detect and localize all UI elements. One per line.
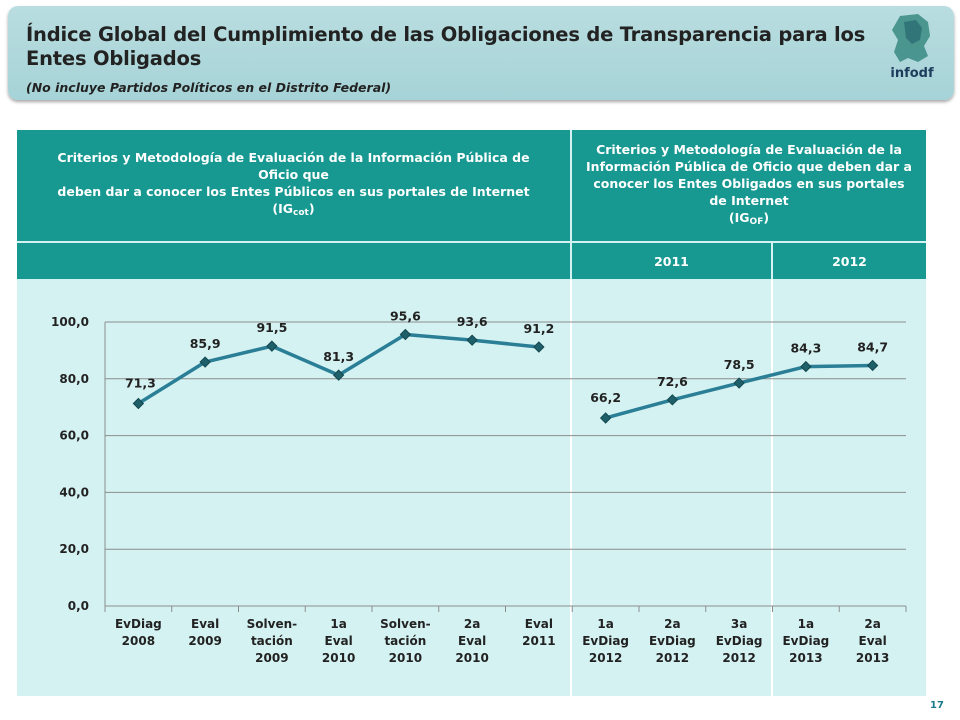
data-point bbox=[132, 397, 145, 410]
data-label: 85,9 bbox=[190, 336, 221, 351]
data-point bbox=[599, 412, 612, 424]
data-label: 71,3 bbox=[125, 376, 156, 391]
data-label: 84,3 bbox=[790, 341, 821, 356]
page-title: Índice Global del Cumplimiento de las Ob… bbox=[26, 23, 866, 70]
data-point bbox=[266, 340, 278, 352]
x-tick-label: EvDiag 2008 bbox=[115, 617, 162, 648]
x-tick-label: 2a Eval 2010 bbox=[455, 617, 488, 665]
data-label: 84,7 bbox=[857, 339, 888, 354]
infodf-logo-icon bbox=[892, 14, 930, 62]
x-tick-label: 2a Eval 2013 bbox=[856, 617, 889, 665]
y-tick-label: 0,0 bbox=[68, 599, 89, 613]
x-tick-label: Eval 2011 bbox=[522, 617, 555, 648]
title-banner: Índice Global del Cumplimiento de las Ob… bbox=[8, 6, 954, 100]
series-line bbox=[605, 363, 873, 420]
x-tick-label: Eval 2009 bbox=[188, 617, 221, 648]
y-tick-label: 100,0 bbox=[51, 315, 89, 329]
x-tick-label: 1a Eval 2010 bbox=[322, 617, 355, 665]
x-tick-label: 2a EvDiag 2012 bbox=[649, 617, 696, 665]
left-header-line2: deben dar a conocer los Entes Públicos e… bbox=[57, 184, 530, 199]
y-tick-label: 20,0 bbox=[59, 542, 89, 556]
data-point bbox=[533, 341, 545, 353]
x-tick-label: 1a EvDiag 2012 bbox=[582, 617, 629, 665]
data-label: 95,6 bbox=[390, 308, 421, 323]
data-point bbox=[466, 334, 478, 346]
x-tick-label: Solven-tación 2009 bbox=[247, 617, 298, 665]
data-point bbox=[332, 369, 345, 381]
right-column-header: Criterios y Metodología de Evaluación de… bbox=[572, 130, 926, 241]
x-tick-label: 3a EvDiag 2012 bbox=[716, 617, 763, 665]
year-header-2011: 2011 bbox=[572, 243, 771, 279]
year-header-2012: 2012 bbox=[773, 243, 926, 279]
right-header-text: Criterios y Metodología de Evaluación de… bbox=[586, 141, 912, 208]
y-tick-label: 60,0 bbox=[59, 429, 89, 443]
y-tick-label: 80,0 bbox=[59, 372, 89, 386]
x-tick-label: Solven-tación 2010 bbox=[380, 617, 431, 665]
data-label: 81,3 bbox=[323, 349, 354, 364]
data-point bbox=[733, 377, 745, 389]
data-point bbox=[666, 394, 679, 406]
left-subheader-blank bbox=[17, 243, 570, 279]
left-column-header: Criterios y Metodología de Evaluación de… bbox=[17, 130, 570, 241]
page-subtitle: (No incluye Partidos Políticos en el Dis… bbox=[26, 80, 392, 95]
left-header-line1: Criterios y Metodología de Evaluación de… bbox=[57, 150, 530, 182]
data-label: 91,2 bbox=[523, 321, 554, 336]
data-label: 93,6 bbox=[457, 314, 488, 329]
data-point bbox=[399, 328, 412, 341]
logo-text: infodf bbox=[890, 66, 934, 81]
data-label: 72,6 bbox=[657, 374, 688, 389]
data-point bbox=[866, 359, 879, 372]
y-tick-label: 40,0 bbox=[59, 485, 89, 499]
x-tick-label: 1a EvDiag 2013 bbox=[782, 617, 829, 665]
data-label: 78,5 bbox=[724, 357, 755, 372]
left-header-code: (IGcot) bbox=[272, 201, 315, 218]
data-label: 91,5 bbox=[256, 320, 287, 335]
data-point bbox=[800, 360, 812, 373]
page-number: 17 bbox=[930, 700, 944, 711]
data-point bbox=[199, 356, 211, 368]
right-header-code: (IGOF) bbox=[728, 209, 770, 227]
data-label: 66,2 bbox=[590, 390, 621, 405]
